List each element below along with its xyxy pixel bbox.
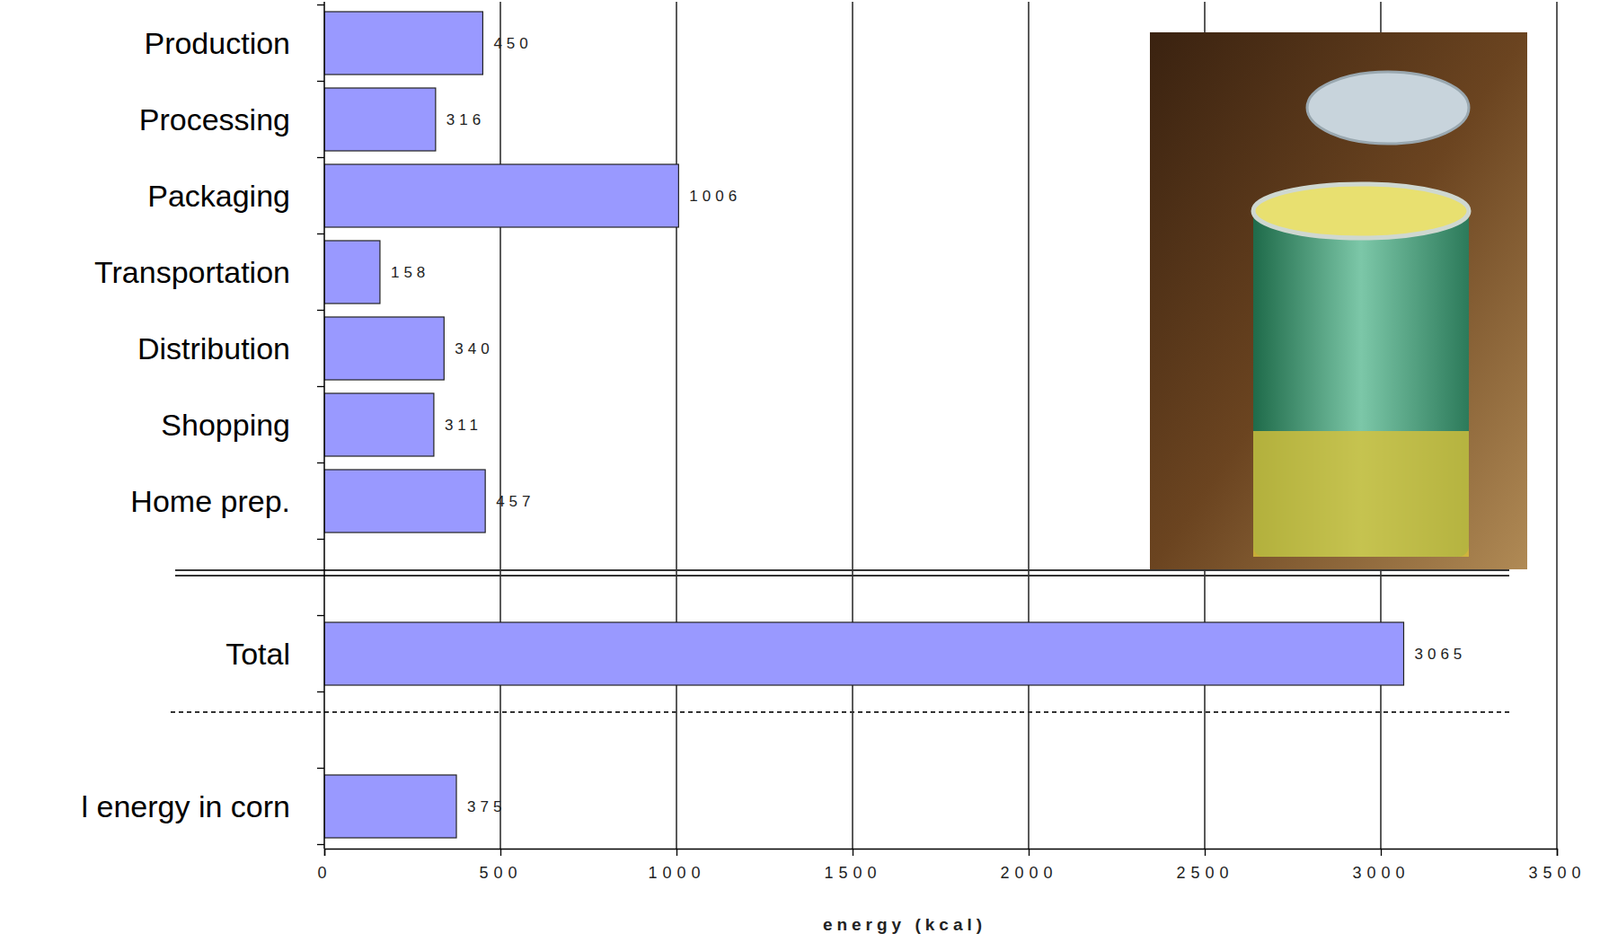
x-tick: 3000 bbox=[1352, 848, 1410, 883]
y-tick bbox=[317, 309, 325, 311]
y-axis-line bbox=[323, 1, 326, 849]
category-label: Shopping bbox=[160, 407, 291, 442]
bar bbox=[324, 164, 679, 228]
y-tick bbox=[317, 768, 325, 770]
x-tick-mark bbox=[852, 848, 854, 857]
data-label: 311 bbox=[444, 416, 483, 434]
bar bbox=[324, 469, 486, 533]
x-tick-mark bbox=[324, 848, 326, 857]
data-label: 457 bbox=[495, 493, 535, 511]
grid-line bbox=[1027, 1, 1029, 849]
x-tick-mark bbox=[1556, 848, 1558, 857]
x-tick: 500 bbox=[478, 848, 522, 883]
data-label: 375 bbox=[467, 798, 506, 816]
x-tick: 2500 bbox=[1175, 848, 1234, 883]
can-top bbox=[1253, 184, 1469, 239]
x-tick-label: 2000 bbox=[999, 864, 1058, 883]
x-tick: 1500 bbox=[823, 848, 882, 883]
data-label: 3065 bbox=[1414, 645, 1467, 663]
x-tick-label: 3000 bbox=[1352, 864, 1410, 883]
x-tick-label: 3500 bbox=[1528, 864, 1586, 883]
y-tick bbox=[317, 539, 325, 540]
bar bbox=[324, 11, 483, 75]
x-tick: 1000 bbox=[647, 848, 706, 883]
separator bbox=[175, 574, 1510, 577]
x-tick-mark bbox=[1204, 848, 1206, 857]
y-tick bbox=[317, 615, 325, 617]
bar bbox=[324, 622, 1404, 686]
bars bbox=[324, 11, 1404, 839]
x-tick: 0 bbox=[317, 848, 332, 883]
x-tick-mark bbox=[676, 848, 678, 857]
can-corn-picture bbox=[1253, 431, 1469, 557]
data-label: 450 bbox=[493, 35, 532, 53]
x-axis: 0 500 1000 1500 2000 2500 3000 3500 bbox=[317, 848, 1586, 883]
category-labels: Production Processing Packaging Transportat… bbox=[81, 26, 291, 824]
category-label: Processing bbox=[139, 102, 291, 137]
chart: 45031610061583403114573065375ProductionP… bbox=[0, 0, 1600, 942]
data-label: 158 bbox=[390, 264, 430, 282]
x-axis-line bbox=[325, 849, 1558, 858]
x-tick-label: 0 bbox=[317, 864, 332, 883]
y-tick bbox=[317, 157, 325, 159]
separator bbox=[175, 569, 1510, 572]
can-body bbox=[1253, 206, 1469, 557]
x-tick: 3500 bbox=[1528, 848, 1586, 883]
grid-line bbox=[675, 1, 677, 849]
illustration-background bbox=[1149, 32, 1528, 570]
grid bbox=[500, 1, 1557, 849]
grid-line bbox=[1555, 1, 1557, 849]
data-labels: 450 316 1006 158 340 311 457 3065 375 bbox=[390, 35, 1467, 816]
category-label: Home prep. bbox=[130, 484, 291, 519]
grid-line bbox=[499, 1, 501, 849]
x-tick-label: 1000 bbox=[647, 864, 706, 883]
x-tick-label: 2500 bbox=[1175, 864, 1234, 883]
y-tick bbox=[317, 80, 325, 82]
bar bbox=[324, 317, 444, 381]
x-axis-title: energy (kcal) bbox=[822, 915, 987, 935]
y-tick bbox=[317, 233, 325, 235]
category-label: Transportation bbox=[94, 255, 291, 290]
x-tick-label: 1500 bbox=[823, 864, 882, 883]
category-label: Total bbox=[225, 636, 291, 672]
data-label: 340 bbox=[454, 340, 494, 358]
x-tick-mark bbox=[1028, 848, 1030, 857]
x-tick-mark bbox=[500, 848, 502, 857]
grid-line bbox=[851, 1, 853, 849]
can-lid bbox=[1307, 71, 1469, 144]
separators bbox=[170, 570, 1510, 713]
y-axis bbox=[317, 1, 325, 849]
separator bbox=[170, 711, 1510, 714]
category-label: Distribution bbox=[137, 331, 291, 366]
illustration bbox=[1149, 32, 1528, 570]
x-tick-mark bbox=[1380, 848, 1382, 857]
data-label: 1006 bbox=[689, 187, 742, 205]
bar bbox=[324, 88, 436, 151]
x-tick: 2000 bbox=[999, 848, 1058, 883]
y-tick bbox=[317, 844, 325, 846]
bar bbox=[324, 393, 434, 457]
category-label: Packaging bbox=[147, 178, 291, 213]
category-label: l energy in corn bbox=[81, 789, 291, 824]
bar bbox=[324, 240, 381, 304]
category-label: Production bbox=[143, 26, 291, 61]
y-tick bbox=[317, 462, 325, 464]
x-tick-label: 500 bbox=[478, 864, 522, 883]
data-label: 316 bbox=[446, 111, 486, 129]
y-tick bbox=[317, 4, 325, 6]
y-tick bbox=[317, 691, 325, 693]
bar bbox=[324, 775, 457, 839]
y-tick bbox=[317, 386, 325, 388]
